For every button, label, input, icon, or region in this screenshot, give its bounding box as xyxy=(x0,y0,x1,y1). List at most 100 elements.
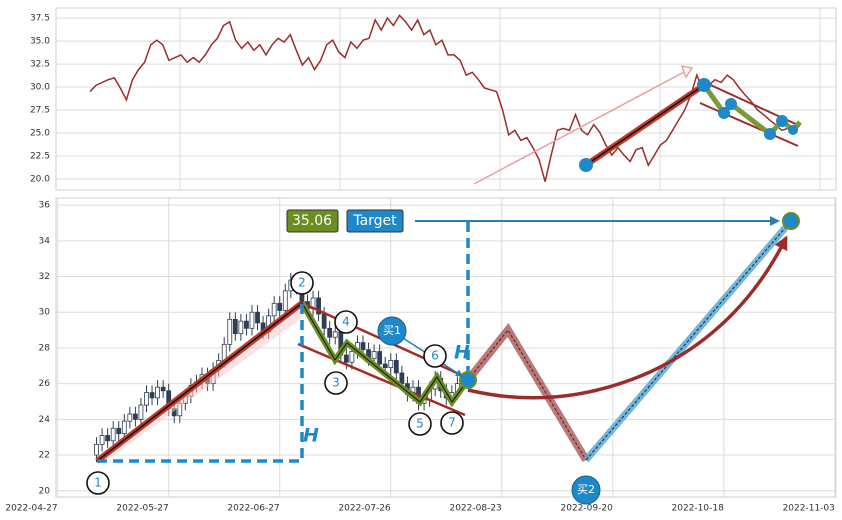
point-circle xyxy=(334,310,358,334)
candle-body xyxy=(121,420,127,435)
point-circle xyxy=(408,412,432,436)
y-tick-label: 30.0 xyxy=(30,83,50,93)
point-label: 5 xyxy=(416,417,424,431)
candle-body xyxy=(238,320,244,335)
candle-body xyxy=(155,386,160,399)
candle-body xyxy=(132,413,138,420)
price-label: 35.06 xyxy=(292,213,332,229)
target-box xyxy=(346,209,404,233)
candle-body xyxy=(227,318,233,345)
y-tick-label: 20.0 xyxy=(30,174,50,184)
candle-body xyxy=(316,297,321,315)
buy2-label: 买2 xyxy=(577,483,595,496)
y-tick-label: 34 xyxy=(39,236,51,246)
candle-body xyxy=(144,392,149,406)
candle-body xyxy=(332,331,338,338)
candle-body xyxy=(105,435,111,442)
y-tick-label: 35.0 xyxy=(30,37,50,47)
y-tick-label: 22 xyxy=(39,451,50,461)
candle-body xyxy=(321,313,327,329)
bottom-annotations: 35.06 Target 买1 买2 H H 1 2 3 4 5 6 7 xyxy=(86,209,800,505)
y-tick-label: 32.5 xyxy=(30,60,50,70)
buy1-label: 买1 xyxy=(383,324,401,337)
candle-body xyxy=(271,302,277,317)
buy2-badge xyxy=(571,475,601,505)
candle-body xyxy=(221,343,227,361)
top-plot xyxy=(55,7,837,191)
y-tick-label: 22.5 xyxy=(30,151,50,161)
candle-body xyxy=(327,327,333,338)
candle-body xyxy=(399,372,405,385)
candle-body xyxy=(116,427,122,435)
point-label: 1 xyxy=(94,476,102,490)
y-tick-label: 20 xyxy=(39,486,51,496)
point-circle xyxy=(423,344,447,368)
x-tick-label: 2022-11-03 xyxy=(783,504,835,514)
x-tick-label: 2022-08-23 xyxy=(449,504,501,514)
up-trend xyxy=(96,302,303,462)
price-box xyxy=(286,209,339,233)
point-circle xyxy=(86,471,110,495)
pivot-dots xyxy=(579,78,798,172)
y-tick-label: 28 xyxy=(39,343,51,353)
top-chart: 20.0 22.5 25.0 27.5 30.0 32.5 35.0 37.5 xyxy=(30,14,836,184)
trend-line xyxy=(585,84,705,166)
candle-body xyxy=(127,413,133,422)
x-tick-label: 2022-05-27 xyxy=(116,504,168,514)
point-label: 3 xyxy=(332,376,340,390)
candle-body xyxy=(244,320,249,329)
candle-body xyxy=(377,351,383,365)
y-tick-label: 27.5 xyxy=(30,106,50,116)
candle-body xyxy=(138,404,144,420)
target-label: Target xyxy=(352,213,397,229)
point-label: 4 xyxy=(342,315,350,329)
x-tick-label: 2022-09-20 xyxy=(561,504,614,514)
curve-arrow xyxy=(467,235,788,400)
y-tick-label: 26 xyxy=(39,379,51,389)
point-label: 2 xyxy=(298,276,306,290)
candle-body xyxy=(249,311,255,329)
x-tick-label: 2022-04-27 xyxy=(5,504,57,514)
candle-body xyxy=(277,302,283,311)
point-circle xyxy=(324,371,348,395)
buy1-badge xyxy=(377,316,407,346)
candle-body xyxy=(99,435,105,445)
x-tick-label: 2022-10-18 xyxy=(672,504,725,514)
zigzag xyxy=(301,302,469,403)
y-tick-label: 30 xyxy=(39,308,51,318)
h-label: H xyxy=(303,425,319,447)
candle-body xyxy=(232,318,238,335)
channel xyxy=(699,102,799,147)
candle-body xyxy=(382,363,388,368)
break-dot xyxy=(459,371,477,389)
point-circle xyxy=(290,271,314,295)
h-measure xyxy=(97,303,304,463)
point-label: 7 xyxy=(448,416,456,430)
price-line xyxy=(89,14,801,182)
candle-body xyxy=(349,351,355,363)
candle-body xyxy=(94,443,99,456)
candle-body xyxy=(110,427,116,442)
x-tick-label: 2022-07-26 xyxy=(338,504,391,514)
candle-body xyxy=(371,351,377,360)
channel-lower xyxy=(297,342,466,417)
y-tick-label: 32 xyxy=(39,272,50,282)
candle-body xyxy=(160,386,166,392)
candle-body xyxy=(149,392,155,399)
candle-body xyxy=(393,360,399,374)
point-circle xyxy=(440,411,464,435)
candle-body xyxy=(255,311,260,324)
top-annotations xyxy=(473,65,802,185)
y-tick-label: 37.5 xyxy=(30,14,50,24)
candle-body xyxy=(343,354,349,363)
h-label: H xyxy=(454,342,470,364)
y-tick-label: 25.0 xyxy=(30,129,50,139)
hollow-arrow xyxy=(473,65,694,185)
y-tick-label: 36 xyxy=(39,201,51,211)
y-tick-label: 24 xyxy=(39,415,51,425)
target-line xyxy=(585,220,792,461)
point-label: 6 xyxy=(431,349,439,363)
target-dot xyxy=(782,212,800,230)
x-tick-label: 2022-06-27 xyxy=(227,504,279,514)
